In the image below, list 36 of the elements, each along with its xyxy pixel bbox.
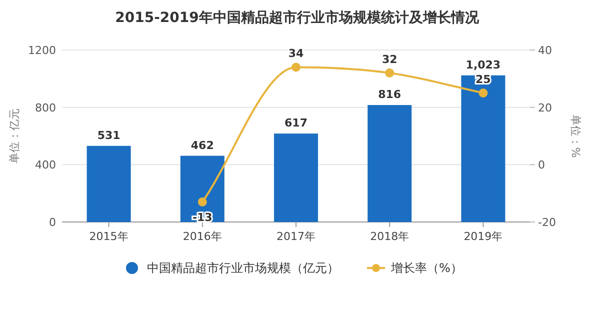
point — [292, 62, 300, 72]
bar — [274, 134, 318, 222]
x-tick-label: 2015年 — [89, 230, 128, 243]
data-label: 25 — [476, 73, 491, 86]
y-tick-label: 800 — [35, 101, 56, 114]
x-tick-label: 2016年 — [182, 230, 222, 243]
data-label: 34 — [288, 47, 304, 60]
y-tick-label: 0 — [49, 216, 56, 229]
bar — [368, 105, 412, 222]
point — [385, 68, 394, 78]
data-label: 1,023 — [466, 58, 501, 72]
data-label: 816 — [378, 88, 402, 102]
y-tick-label: 400 — [35, 158, 56, 172]
y2-tick-label: 20 — [538, 101, 552, 114]
data-label: 617 — [284, 116, 308, 130]
data-label: 32 — [382, 52, 398, 66]
y-axis-title: 单位：亿元 — [8, 108, 21, 164]
data-label: 531 — [97, 128, 120, 142]
x-tick-label: 2017年 — [276, 230, 316, 243]
y2-tick-label: -20 — [538, 216, 556, 229]
y2-tick-label: 0 — [538, 158, 545, 172]
legend-label: 中国精品超市行业市场规模（亿元） — [147, 261, 339, 275]
point — [478, 88, 488, 98]
bar — [180, 156, 224, 222]
y-tick-label: 1200 — [28, 44, 56, 57]
bar — [461, 75, 506, 222]
data-label: -13 — [192, 210, 212, 224]
y2-axis-title: 单位：% — [569, 114, 582, 158]
y2-tick-label: 40 — [538, 44, 552, 57]
x-tick-label: 2019年 — [464, 230, 503, 243]
bar — [86, 146, 131, 222]
point — [198, 197, 207, 206]
legend-label: 增长率（%） — [390, 261, 462, 275]
chart-title: 2015-2019年中国精品超市行业市场规模统计及增长情况 — [115, 9, 480, 26]
data-label: 462 — [190, 138, 214, 152]
x-tick-label: 2018年 — [370, 230, 410, 243]
